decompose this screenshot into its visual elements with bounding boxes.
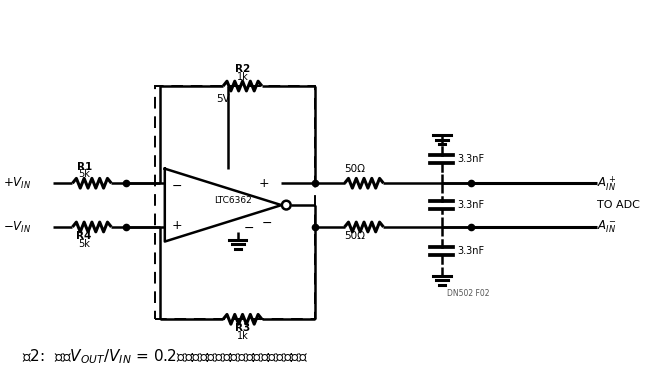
Bar [155,86,315,319]
Text: LTC6362: LTC6362 [214,196,252,205]
Text: R3: R3 [235,323,250,333]
Text: $A_{IN}^+$: $A_{IN}^+$ [597,174,616,193]
Text: TO ADC: TO ADC [597,200,640,210]
Text: 3.3nF: 3.3nF [458,246,484,256]
Text: 1k: 1k [237,72,248,82]
Text: DN502 F02: DN502 F02 [447,288,489,298]
Text: $-$: $-$ [261,216,272,229]
Text: 5k: 5k [78,169,90,179]
Text: 50Ω: 50Ω [344,164,365,173]
Text: $-V_{IN}$: $-V_{IN}$ [3,219,32,234]
Text: $-$: $-$ [171,179,182,192]
Text: $+$: $+$ [171,219,182,232]
Text: 3.3nF: 3.3nF [458,200,484,210]
Text: 1k: 1k [237,331,248,341]
Text: 5k: 5k [78,239,90,249]
Text: $A_{IN}^-$: $A_{IN}^-$ [597,219,616,235]
Text: R2: R2 [235,64,250,74]
Text: $-$: $-$ [242,221,254,234]
Text: 3.3nF: 3.3nF [458,154,484,164]
Text: 5V: 5V [216,94,230,104]
Text: R1: R1 [77,162,92,172]
Text: R4: R4 [77,231,92,241]
Text: $+$: $+$ [258,177,270,190]
Text: 50Ω: 50Ω [344,231,365,241]
Text: 图2:  针对$V_{OUT}$/$V_{IN}$ = 0.2配置的全差分运算放大器共模抑制比。: 图2: 针对$V_{OUT}$/$V_{IN}$ = 0.2配置的全差分运算放大… [22,347,308,366]
Text: $+V_{IN}$: $+V_{IN}$ [3,176,32,191]
